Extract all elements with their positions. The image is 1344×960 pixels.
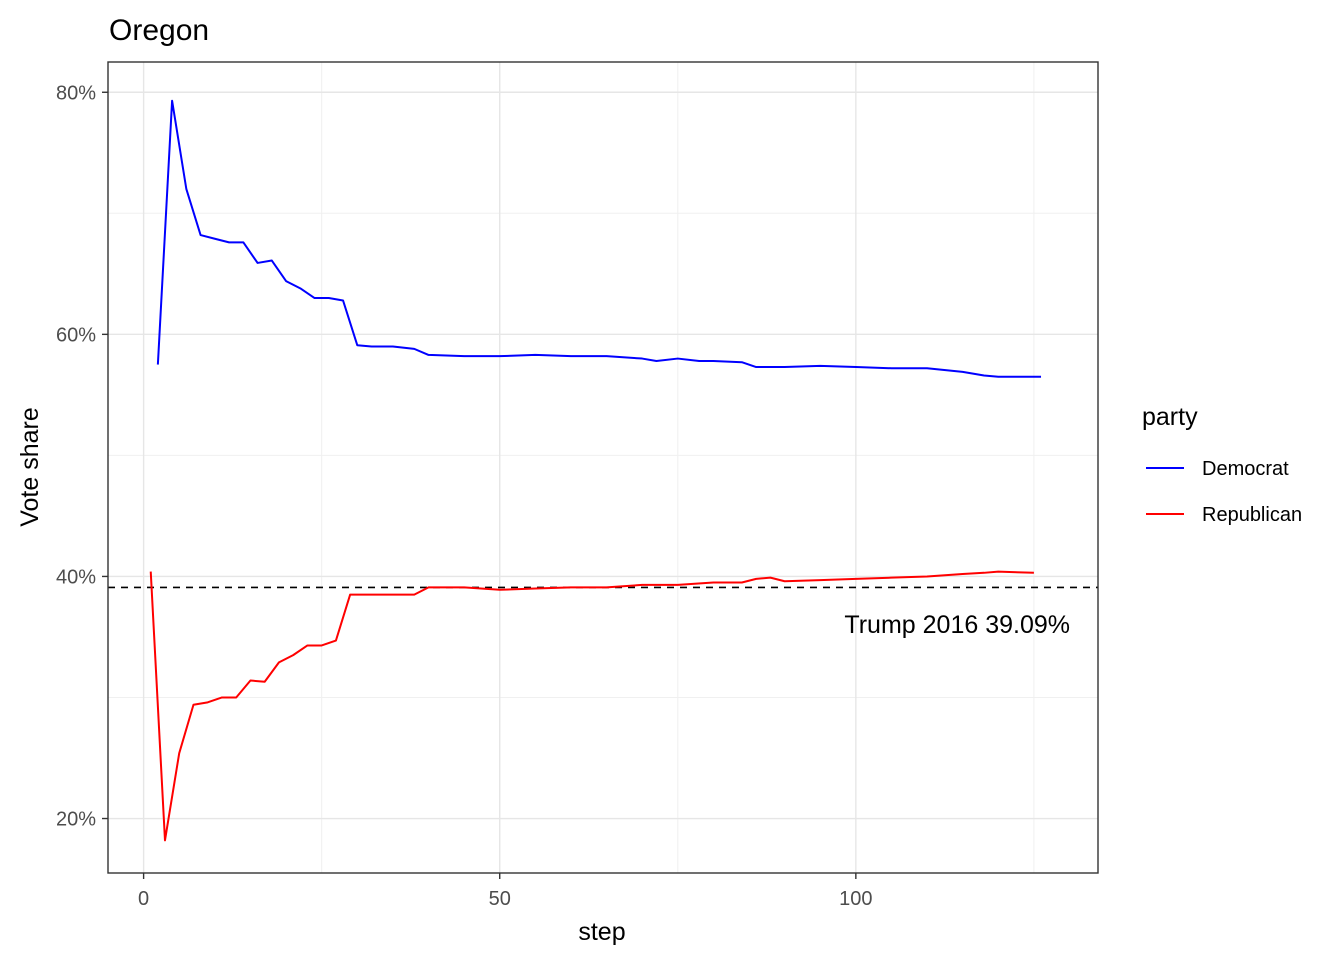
y-axis-title: Vote share [16,407,44,527]
y-tick-label: 80% [56,82,96,104]
series-line-democrat [156,99,1042,378]
legend: party Democrat Republican [1142,403,1302,526]
chart-title: Oregon [109,14,209,47]
y-tick-label: 40% [56,566,96,588]
x-tick-label: 0 [138,888,149,910]
legend-label-democrat: Democrat [1202,458,1289,480]
x-tick-label: 100 [839,888,872,910]
y-tick-label: 20% [56,809,96,831]
reference-line-label: Trump 2016 39.09% [844,611,1070,639]
plot-panel: Trump 2016 39.09% [107,61,1099,874]
x-tick-label: 50 [489,888,511,910]
panel-background [108,62,1098,873]
series-line-republican [149,570,1034,842]
y-tick-label: 60% [56,324,96,346]
x-axis-title: step [578,918,625,946]
legend-title: party [1142,403,1198,431]
legend-label-republican: Republican [1202,504,1302,526]
panel-border [107,61,1099,874]
